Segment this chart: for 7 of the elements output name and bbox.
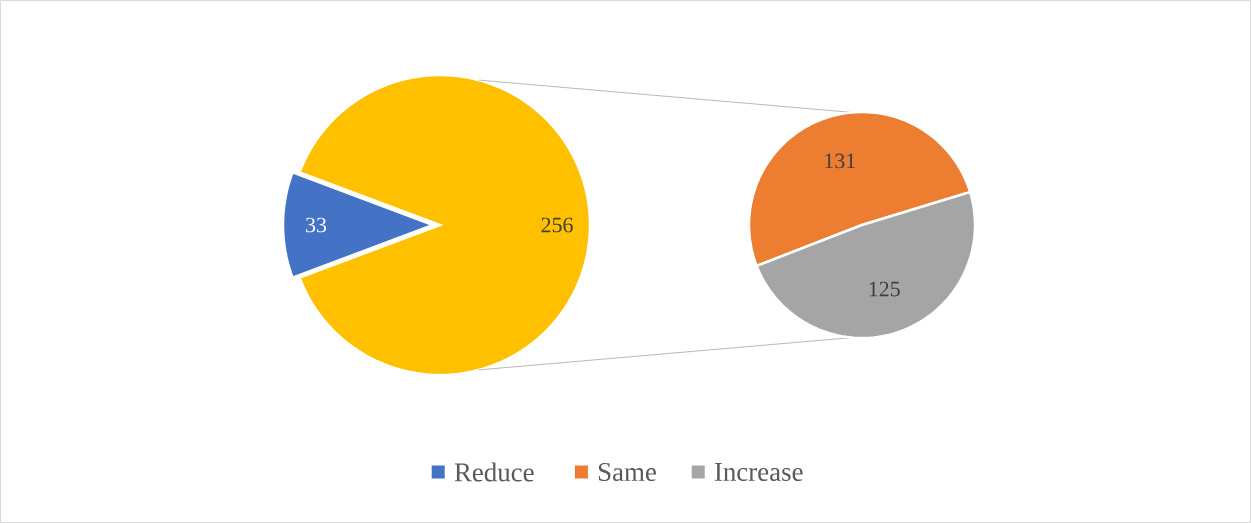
data-label: 125 bbox=[869, 281, 900, 297]
legend-label: Increase bbox=[714, 463, 803, 481]
legend-label: Reduce bbox=[454, 462, 534, 482]
data-label: 33 bbox=[306, 217, 327, 233]
legend-label: Same bbox=[598, 462, 656, 482]
data-label: 131 bbox=[825, 153, 855, 169]
data-label: 256 bbox=[541, 217, 573, 233]
